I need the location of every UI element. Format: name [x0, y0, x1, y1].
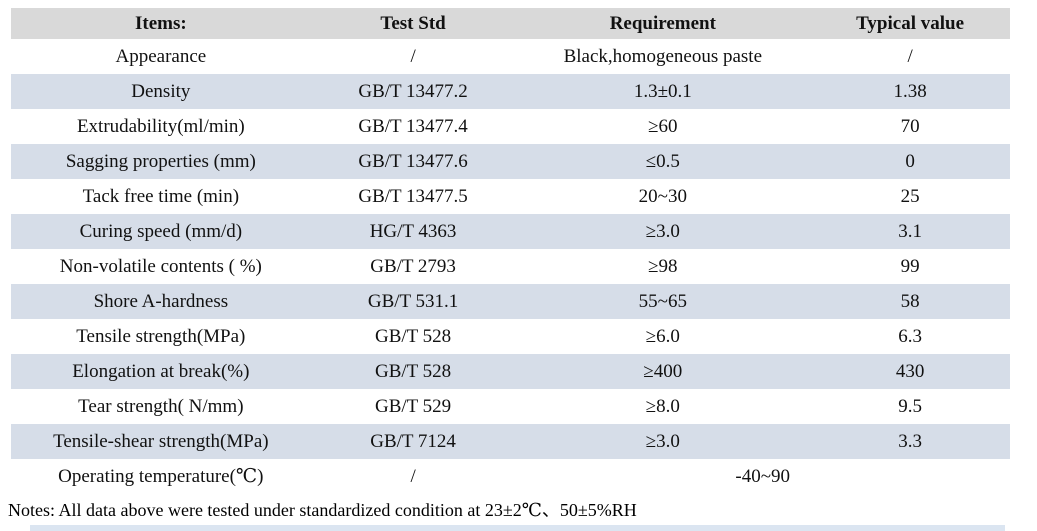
item-cell: Non-volatile contents ( %): [11, 249, 311, 284]
requirement-cell: 55~65: [515, 284, 811, 319]
requirement-cell: ≥8.0: [515, 389, 811, 424]
table-row: Appearance / Black,homogeneous paste /: [11, 39, 1010, 74]
header-row: Items: Test Std Requirement Typical valu…: [11, 8, 1010, 39]
typical-value-cell: 1.38: [810, 74, 1010, 109]
test-std-cell: GB/T 13477.4: [310, 109, 516, 144]
table-row: Shore A-hardness GB/T 531.1 55~65 58: [11, 284, 1010, 319]
table-row: Extrudability(ml/min) GB/T 13477.4 ≥60 70: [11, 109, 1010, 144]
col-header-items: Items:: [11, 8, 311, 39]
col-header-requirement: Requirement: [515, 8, 811, 39]
table-row: Tear strength( N/mm) GB/T 529 ≥8.0 9.5: [11, 389, 1010, 424]
requirement-cell: ≥400: [515, 354, 811, 389]
typical-value-cell: 99: [810, 249, 1010, 284]
test-std-cell: GB/T 13477.2: [310, 74, 516, 109]
item-cell: Tensile-shear strength(MPa): [11, 424, 311, 459]
requirement-cell: ≥6.0: [515, 319, 811, 354]
col-header-typical-value: Typical value: [810, 8, 1010, 39]
test-std-cell: /: [310, 459, 516, 494]
table-row: Density GB/T 13477.2 1.3±0.1 1.38: [11, 74, 1010, 109]
item-cell: Sagging properties (mm): [11, 144, 311, 179]
typical-value-cell: 3.1: [810, 214, 1010, 249]
typical-value-cell: 70: [810, 109, 1010, 144]
table-row: Tensile-shear strength(MPa) GB/T 7124 ≥3.0…: [11, 424, 1010, 459]
test-std-cell: GB/T 531.1: [310, 284, 516, 319]
requirement-cell: 20~30: [515, 179, 811, 214]
typical-value-cell: 25: [810, 179, 1010, 214]
requirement-cell: ≤0.5: [515, 144, 811, 179]
typical-value-cell: 6.3: [810, 319, 1010, 354]
test-std-cell: GB/T 528: [310, 354, 516, 389]
spec-table-container: Items: Test Std Requirement Typical valu…: [11, 8, 1010, 494]
item-cell: Elongation at break(%): [11, 354, 311, 389]
test-std-cell: GB/T 2793: [310, 249, 516, 284]
requirement-cell: 1.3±0.1: [515, 74, 811, 109]
item-cell: Operating temperature(℃): [11, 459, 311, 494]
typical-value-cell: 58: [810, 284, 1010, 319]
test-std-cell: GB/T 13477.5: [310, 179, 516, 214]
item-cell: Tensile strength(MPa): [11, 319, 311, 354]
requirement-cell: ≥60: [515, 109, 811, 144]
item-cell: Tack free time (min): [11, 179, 311, 214]
typical-value-cell: 3.3: [810, 424, 1010, 459]
typical-value-cell: 0: [810, 144, 1010, 179]
table-row: Curing speed (mm/d) HG/T 4363 ≥3.0 3.1: [11, 214, 1010, 249]
col-header-test-std: Test Std: [310, 8, 516, 39]
typical-value-cell: 9.5: [810, 389, 1010, 424]
requirement-cell: -40~90: [515, 459, 1010, 494]
test-std-cell: HG/T 4363: [310, 214, 516, 249]
table-row: Non-volatile contents ( %) GB/T 2793 ≥98 99: [11, 249, 1010, 284]
item-cell: Extrudability(ml/min): [11, 109, 311, 144]
test-std-cell: GB/T 13477.6: [310, 144, 516, 179]
typical-value-cell: 430: [810, 354, 1010, 389]
item-cell: Density: [11, 74, 311, 109]
table-row: Sagging properties (mm) GB/T 13477.6 ≤0.5 0: [11, 144, 1010, 179]
item-cell: Curing speed (mm/d): [11, 214, 311, 249]
test-std-cell: GB/T 528: [310, 319, 516, 354]
table-row: Operating temperature(℃) / -40~90: [11, 459, 1010, 494]
table-row: Elongation at break(%) GB/T 528 ≥400 430: [11, 354, 1010, 389]
requirement-cell: ≥3.0: [515, 214, 811, 249]
item-cell: Appearance: [11, 39, 311, 74]
table-row: Tack free time (min) GB/T 13477.5 20~30 25: [11, 179, 1010, 214]
spec-table: Items: Test Std Requirement Typical valu…: [11, 8, 1010, 494]
requirement-cell: Black,homogeneous paste: [515, 39, 811, 74]
requirement-cell: ≥98: [515, 249, 811, 284]
notes-text: Notes: All data above were tested under …: [8, 500, 637, 520]
table-row: Tensile strength(MPa) GB/T 528 ≥6.0 6.3: [11, 319, 1010, 354]
typical-value-cell: /: [810, 39, 1010, 74]
item-cell: Shore A-hardness: [11, 284, 311, 319]
test-std-cell: GB/T 7124: [310, 424, 516, 459]
bottom-accent-bar: [30, 525, 1005, 531]
test-std-cell: /: [310, 39, 516, 74]
item-cell: Tear strength( N/mm): [11, 389, 311, 424]
requirement-cell: ≥3.0: [515, 424, 811, 459]
test-std-cell: GB/T 529: [310, 389, 516, 424]
